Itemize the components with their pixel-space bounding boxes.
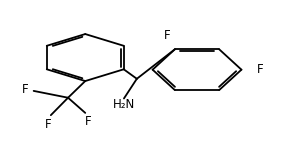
Text: F: F	[164, 29, 170, 42]
Text: F: F	[257, 63, 264, 76]
Text: F: F	[45, 118, 52, 131]
Text: H₂N: H₂N	[113, 99, 135, 112]
Text: F: F	[85, 116, 92, 129]
Text: F: F	[22, 83, 28, 96]
